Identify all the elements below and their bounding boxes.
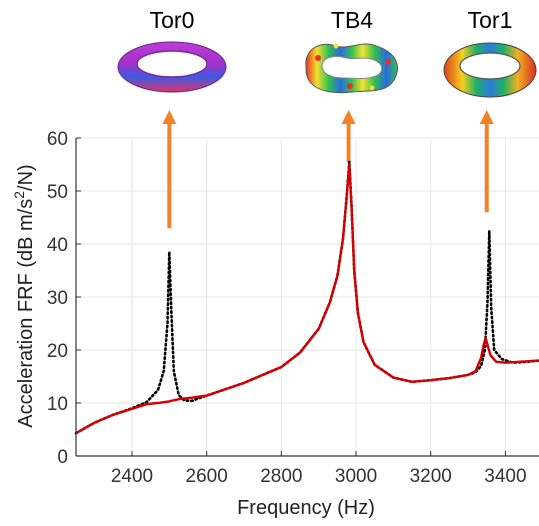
series-lines [74,160,539,435]
y-tick-label: 20 [47,341,68,362]
y-axis-label-tail: /N) [15,164,37,191]
y-tick-label: 30 [47,288,68,309]
x-tick-label: 2800 [260,466,302,487]
y-tick-label: 40 [47,235,68,256]
x-tick-label: 3400 [484,466,526,487]
mode-arrows [162,110,494,229]
mode-arrow-head [479,110,494,124]
mode-label-tor1: Tor1 [468,7,513,33]
y-axis-label-main: Acceleration FRF (dB m/s [15,199,37,428]
x-tick-label: 3000 [335,466,377,487]
mode-shape-tor1-image [443,42,537,98]
mode-label-tb4: TB4 [331,7,373,33]
mode-shape-tor0-image [117,41,227,93]
y-axis-label-superscript: 2 [11,191,27,199]
series-solid-line [75,163,539,435]
x-tick-label: 2600 [186,466,228,487]
tick-labels: 2400 2600 2800 3000 3200 3400 0 10 20 30 40 50 60 [47,129,527,487]
mode-label-tor0: Tor0 [150,7,195,33]
x-tick-label: 2400 [111,466,153,487]
y-tick-label: 0 [57,447,68,468]
y-tick-label: 60 [47,129,68,150]
y-tick-label: 10 [47,394,68,415]
x-axis-label: Frequency (Hz) [237,497,375,519]
mode-shape-tb4-image [305,43,398,94]
grid-lines [76,137,539,457]
mode-arrow-head [162,110,177,124]
mode-arrow-head [341,110,356,124]
x-tick-label: 3200 [410,466,452,487]
y-axis-label: Acceleration FRF (dB m/s2/N) [11,164,37,427]
y-tick-label: 50 [47,182,68,203]
